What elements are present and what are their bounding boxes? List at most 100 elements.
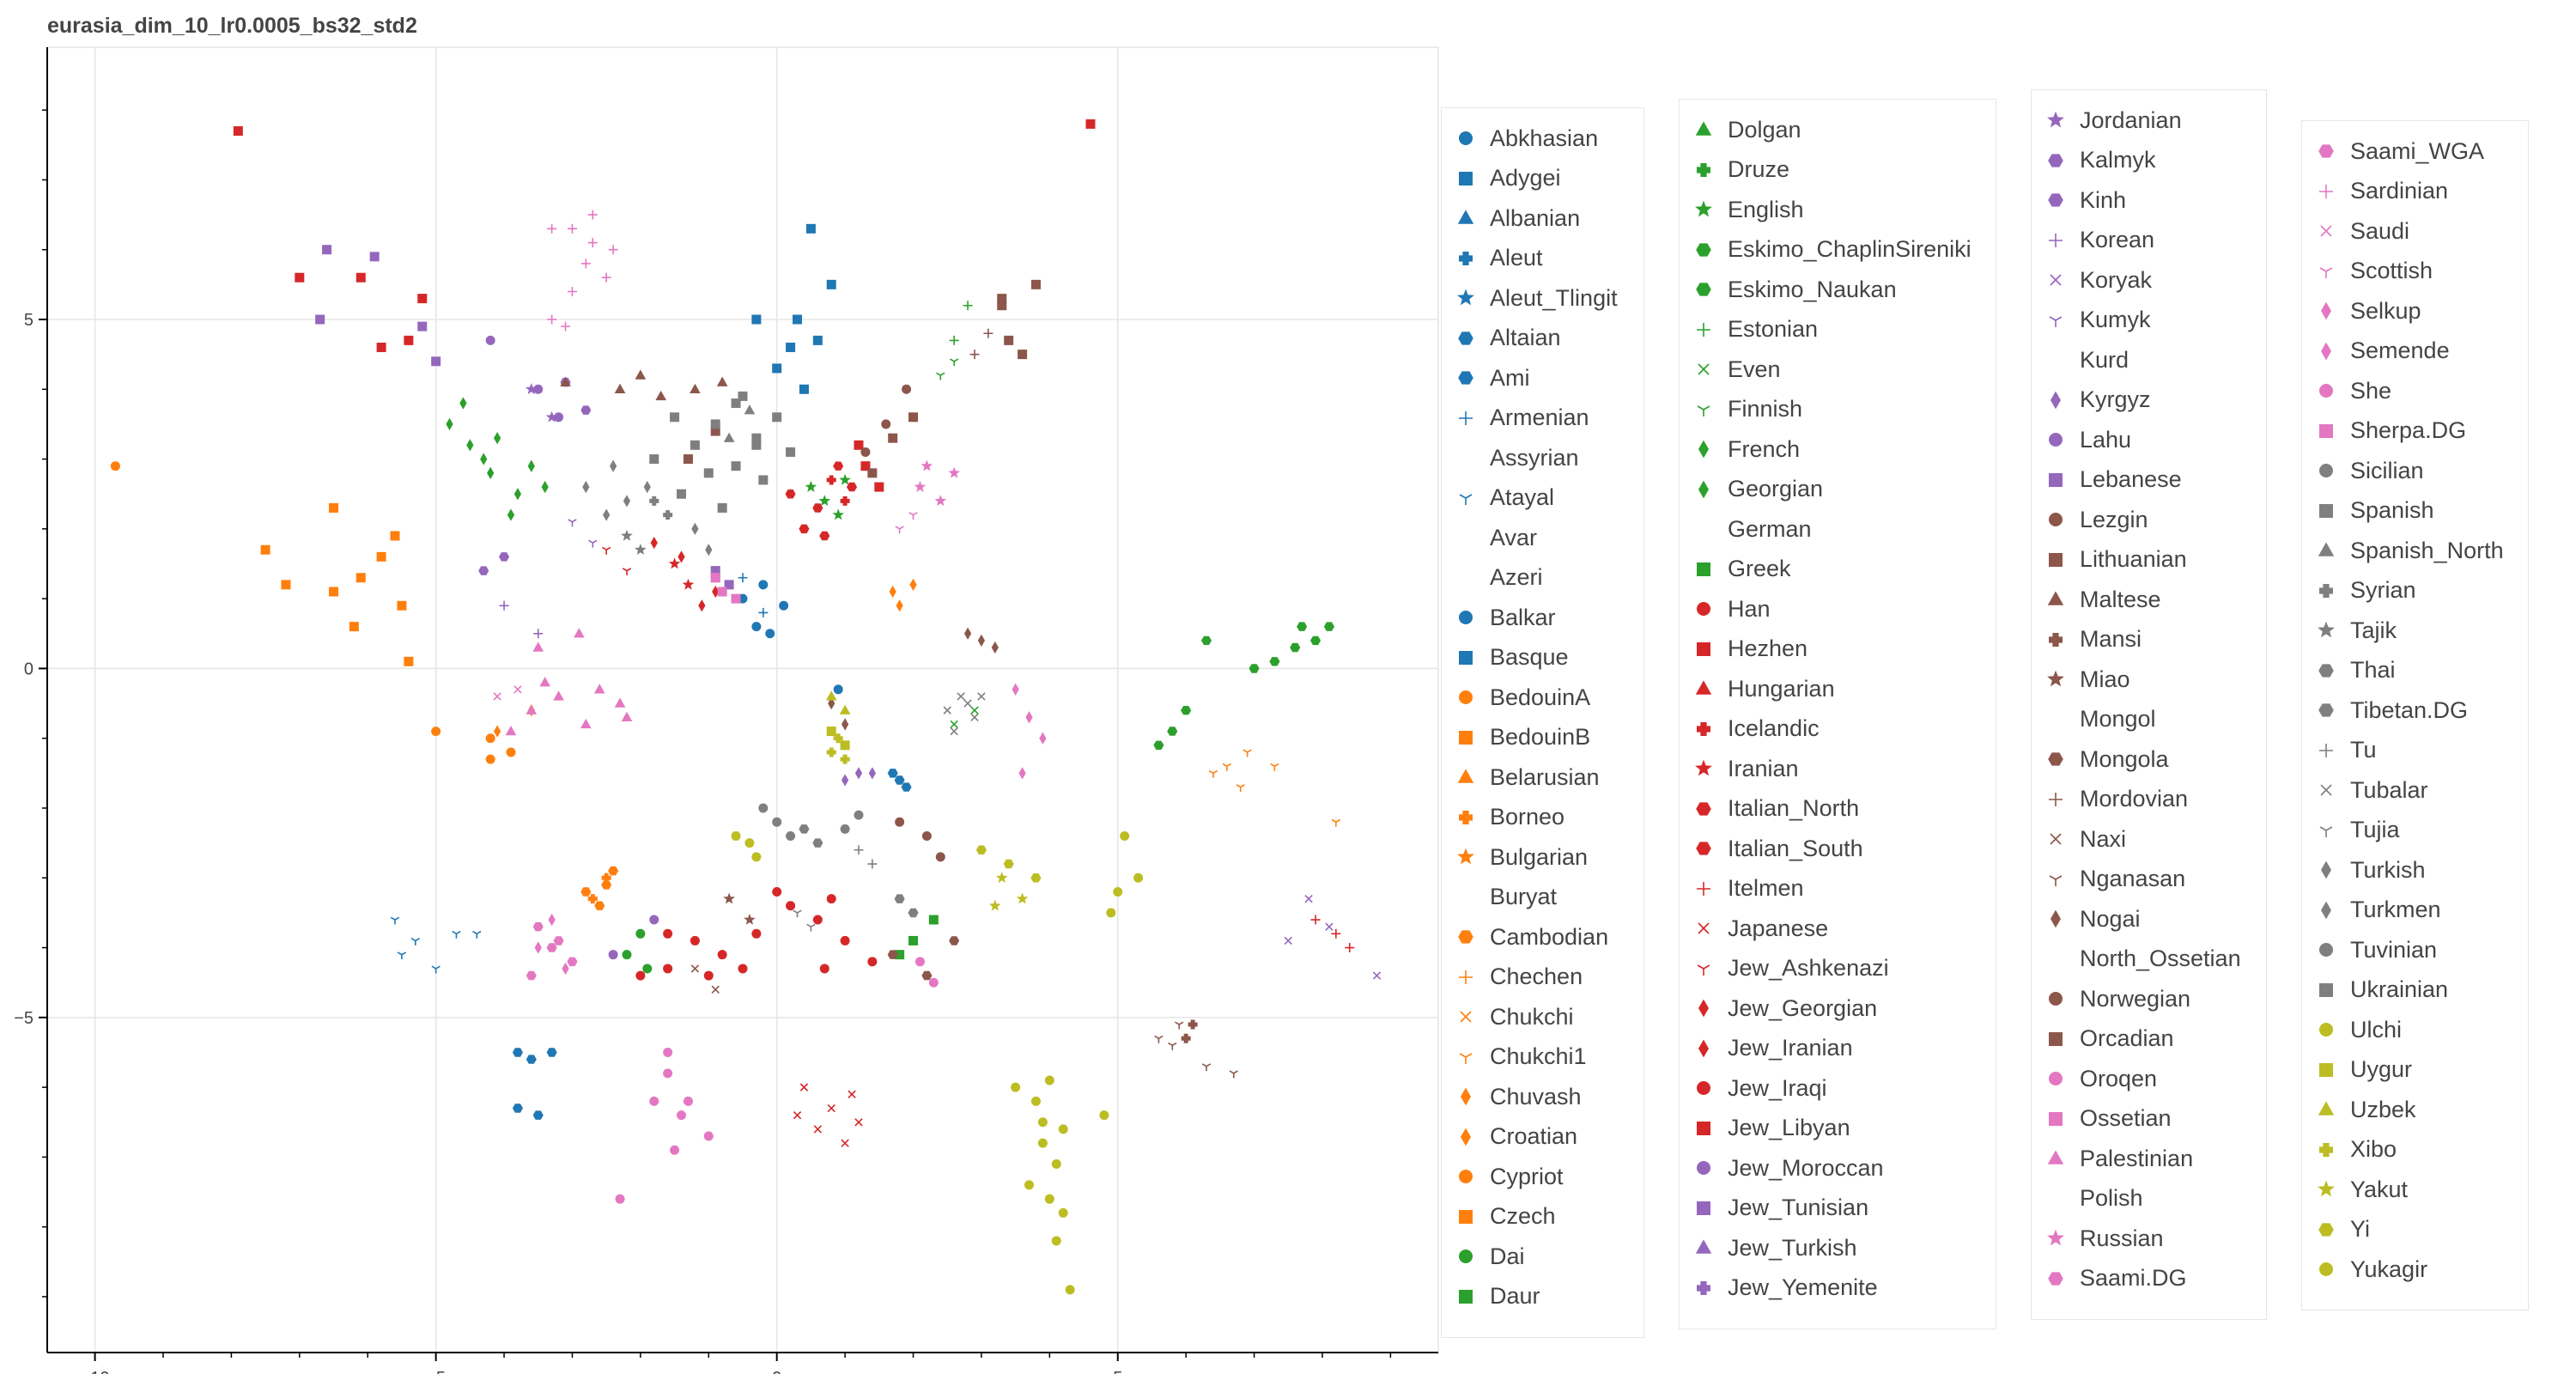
legend-item[interactable]: Chechen xyxy=(1442,958,1583,997)
legend-item[interactable]: Lebanese xyxy=(2032,460,2182,500)
legend-item[interactable]: Chukchi xyxy=(1442,997,1574,1037)
legend-item[interactable]: Han xyxy=(1680,589,1771,629)
legend-item[interactable]: Croatian xyxy=(1442,1117,1577,1157)
legend-item[interactable]: Mongol xyxy=(2032,700,2156,739)
legend-item[interactable]: Palestinian xyxy=(2032,1139,2193,1178)
legend-item[interactable]: Aleut xyxy=(1442,239,1543,278)
legend-item[interactable]: Jew_Yemenite xyxy=(1680,1268,1878,1308)
legend-item[interactable]: Assyrian xyxy=(1442,438,1579,477)
legend-item[interactable]: Eskimo_Naukan xyxy=(1680,270,1897,309)
legend-item[interactable]: Spanish xyxy=(2302,491,2434,531)
legend-item[interactable]: North_Ossetian xyxy=(2032,939,2241,979)
legend-item[interactable]: Xibo xyxy=(2302,1130,2397,1170)
legend-item[interactable]: Tibetan.DG xyxy=(2302,690,2468,730)
legend-item[interactable]: Jew_Tunisian xyxy=(1680,1189,1868,1228)
legend-item[interactable]: Orcadian xyxy=(2032,1019,2174,1059)
legend-item[interactable]: Jew_Iraqi xyxy=(1680,1068,1827,1108)
legend-item[interactable]: Lithuanian xyxy=(2032,540,2187,580)
legend-item[interactable]: Lezgin xyxy=(2032,500,2148,539)
legend-item[interactable]: French xyxy=(1680,429,1800,469)
legend-item[interactable]: BedouinA xyxy=(1442,678,1590,717)
legend-item[interactable]: Miao xyxy=(2032,660,2130,699)
legend-item[interactable]: Mordovian xyxy=(2032,780,2188,819)
legend-item[interactable]: Sherpa.DG xyxy=(2302,411,2466,451)
legend-item[interactable]: Chuvash xyxy=(1442,1077,1582,1116)
legend-item[interactable]: Ossetian xyxy=(2032,1099,2172,1139)
legend-item[interactable]: Altaian xyxy=(1442,319,1561,358)
legend-item[interactable]: Abkhasian xyxy=(1442,119,1598,158)
legend-item[interactable]: Jew_Ashkenazi xyxy=(1680,949,1889,988)
legend-item[interactable]: Tajik xyxy=(2302,611,2397,650)
legend-item[interactable]: Hungarian xyxy=(1680,669,1835,708)
legend-item[interactable]: Tu xyxy=(2302,731,2377,770)
legend-item[interactable]: Daur xyxy=(1442,1277,1540,1316)
legend-item[interactable]: Buryat xyxy=(1442,878,1557,917)
legend-item[interactable]: Saami.DG xyxy=(2032,1259,2187,1298)
legend-item[interactable]: Armenian xyxy=(1442,398,1589,438)
legend-item[interactable]: Saami_WGA xyxy=(2302,131,2484,171)
legend-item[interactable]: Sardinian xyxy=(2302,172,2448,211)
legend-item[interactable]: Jew_Moroccan xyxy=(1680,1148,1884,1188)
legend-item[interactable]: Hezhen xyxy=(1680,629,1807,669)
legend-item[interactable]: Thai xyxy=(2302,651,2396,690)
legend-item[interactable]: Japanese xyxy=(1680,909,1828,948)
legend-item[interactable]: Balkar xyxy=(1442,598,1556,637)
legend-item[interactable]: Jew_Georgian xyxy=(1680,988,1877,1028)
legend-item[interactable]: BedouinB xyxy=(1442,718,1590,757)
legend-item[interactable]: Jew_Libyan xyxy=(1680,1109,1850,1148)
legend-item[interactable]: Azeri xyxy=(1442,558,1543,598)
legend-item[interactable]: Kurd xyxy=(2032,340,2129,380)
legend-item[interactable]: Chukchi1 xyxy=(1442,1037,1587,1077)
legend-item[interactable]: Saudi xyxy=(2302,211,2409,251)
legend-item[interactable]: Yakut xyxy=(2302,1170,2408,1209)
legend-item[interactable]: Koryak xyxy=(2032,260,2152,300)
legend-item[interactable]: Albanian xyxy=(1442,198,1580,238)
legend-item[interactable]: Druze xyxy=(1680,150,1789,190)
legend-item[interactable]: Maltese xyxy=(2032,580,2161,619)
legend-item[interactable]: Cambodian xyxy=(1442,917,1608,957)
legend-item[interactable]: Syrian xyxy=(2302,571,2416,611)
legend-item[interactable]: Yi xyxy=(2302,1210,2370,1249)
legend-item[interactable]: Scottish xyxy=(2302,252,2433,291)
legend-item[interactable]: Nogai xyxy=(2032,899,2141,939)
legend-item[interactable]: Tuvinian xyxy=(2302,930,2437,970)
legend-item[interactable]: Naxi xyxy=(2032,819,2126,859)
legend-item[interactable]: Semende xyxy=(2302,331,2450,371)
legend-item[interactable]: Basque xyxy=(1442,638,1569,678)
legend-item[interactable]: Ukrainian xyxy=(2302,970,2448,1010)
legend-item[interactable]: Jew_Turkish xyxy=(1680,1228,1857,1268)
legend-item[interactable]: Dolgan xyxy=(1680,110,1801,149)
legend-item[interactable]: Ulchi xyxy=(2302,1010,2402,1049)
legend-item[interactable]: Turkish xyxy=(2302,850,2426,890)
legend-item[interactable]: Bulgarian xyxy=(1442,837,1588,877)
legend-item[interactable]: Cypriot xyxy=(1442,1157,1564,1196)
legend-item[interactable]: Kumyk xyxy=(2032,301,2151,340)
legend-item[interactable]: English xyxy=(1680,190,1804,229)
legend-item[interactable]: Oroqen xyxy=(2032,1059,2157,1098)
legend-item[interactable]: Kyrgyz xyxy=(2032,380,2151,420)
legend-item[interactable]: Korean xyxy=(2032,221,2154,260)
legend-item[interactable]: Adygei xyxy=(1442,159,1561,198)
legend-item[interactable]: Nganasan xyxy=(2032,860,2185,899)
legend-item[interactable]: Borneo xyxy=(1442,798,1564,837)
legend-item[interactable]: Avar xyxy=(1442,518,1537,557)
legend-item[interactable]: Sicilian xyxy=(2302,451,2424,490)
legend-item[interactable]: Aleut_Tlingit xyxy=(1442,278,1618,318)
legend-item[interactable]: Mongola xyxy=(2032,739,2169,779)
legend-item[interactable]: Mansi xyxy=(2032,620,2142,660)
legend-item[interactable]: Italian_South xyxy=(1680,829,1863,868)
legend-item[interactable]: Atayal xyxy=(1442,478,1554,518)
legend-item[interactable]: Selkup xyxy=(2302,291,2421,331)
legend-item[interactable]: Jordanian xyxy=(2032,100,2182,140)
legend-item[interactable]: Iranian xyxy=(1680,749,1799,788)
legend-item[interactable]: Jew_Iranian xyxy=(1680,1029,1853,1068)
legend-item[interactable]: Russian xyxy=(2032,1219,2164,1258)
legend-item[interactable]: Itelmen xyxy=(1680,869,1804,909)
legend-item[interactable]: Turkmen xyxy=(2302,891,2441,930)
legend-item[interactable]: Ami xyxy=(1442,358,1530,398)
legend-item[interactable]: Uygur xyxy=(2302,1050,2412,1090)
legend-item[interactable]: Spanish_North xyxy=(2302,531,2504,570)
legend-item[interactable]: German xyxy=(1680,509,1812,549)
legend-item[interactable]: Belarusian xyxy=(1442,757,1600,797)
legend-item[interactable]: Estonian xyxy=(1680,310,1818,350)
